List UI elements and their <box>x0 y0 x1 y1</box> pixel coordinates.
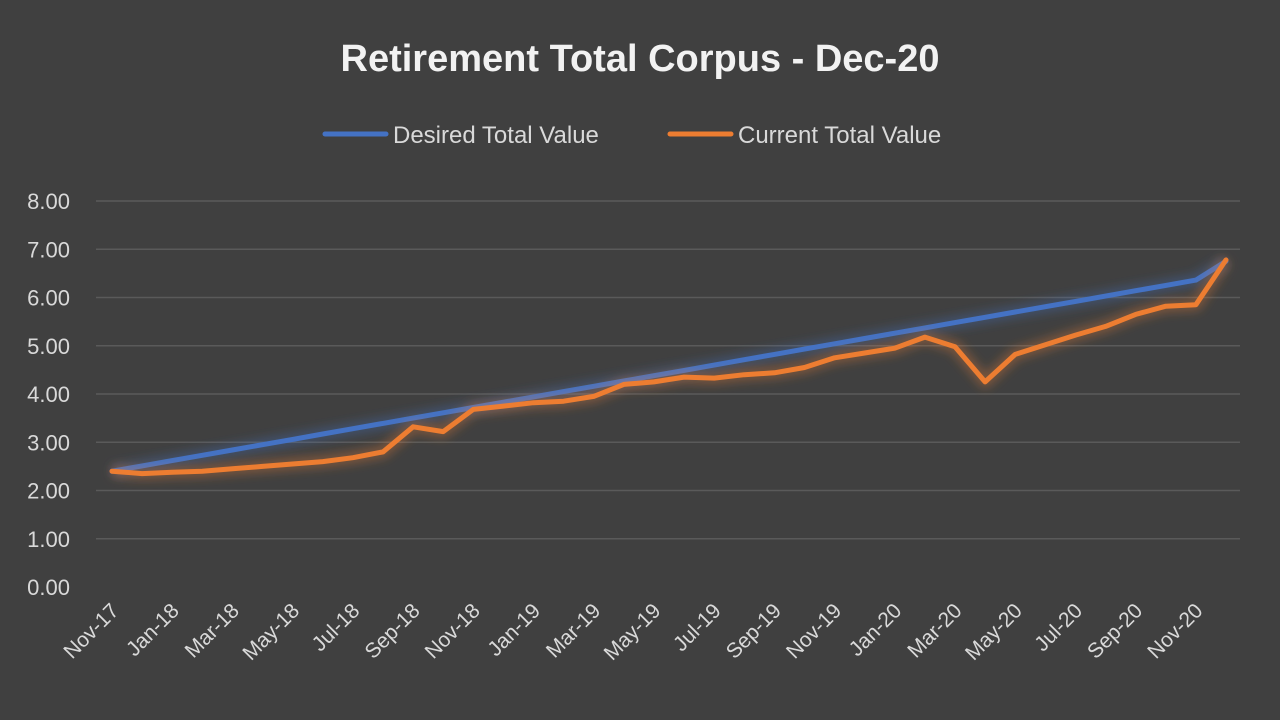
x-tick-label: Nov-17 <box>59 599 123 663</box>
legend-label-desired: Desired Total Value <box>393 122 599 149</box>
series-lines <box>109 256 1231 480</box>
y-tick-label: 8.00 <box>27 189 70 214</box>
y-tick-label: 3.00 <box>27 430 70 455</box>
x-tick-label: Nov-19 <box>782 599 846 663</box>
legend-label-current: Current Total Value <box>738 122 941 149</box>
x-tick-label: Sep-19 <box>722 599 786 663</box>
x-tick-label: Jan-18 <box>122 599 184 661</box>
x-tick-label: Jul-18 <box>308 599 365 656</box>
x-tick-label: Sep-18 <box>360 599 424 663</box>
x-tick-label: Mar-18 <box>181 599 244 662</box>
x-tick-label: Nov-20 <box>1143 599 1207 663</box>
y-tick-label: 4.00 <box>27 382 70 407</box>
x-tick-label: Jan-19 <box>483 599 545 661</box>
chart-title: Retirement Total Corpus - Dec-20 <box>341 38 940 80</box>
x-tick-label: Jul-20 <box>1030 599 1087 656</box>
x-tick-label: Mar-19 <box>542 599 605 662</box>
y-tick-label: 0.00 <box>27 575 70 600</box>
legend: Desired Total Value Current Total Value <box>322 122 941 149</box>
series-line-desired <box>109 258 1229 474</box>
x-tick-label: Jul-19 <box>669 599 726 656</box>
x-tick-label: Jan-20 <box>845 599 907 661</box>
y-tick-label: 7.00 <box>27 237 70 262</box>
x-tick-label: May-19 <box>600 599 666 665</box>
x-tick-label: May-20 <box>961 599 1027 665</box>
y-tick-label: 5.00 <box>27 334 70 359</box>
series-line-current <box>109 257 1229 477</box>
x-tick-label: Sep-20 <box>1083 599 1147 663</box>
y-tick-label: 1.00 <box>27 527 70 552</box>
y-axis-tick-labels: 0.00 1.00 2.00 3.00 4.00 5.00 6.00 7.00 8.00 <box>27 189 70 600</box>
x-tick-label: May-18 <box>238 599 304 665</box>
x-tick-label: Mar-20 <box>903 599 966 662</box>
y-tick-label: 6.00 <box>27 286 70 311</box>
y-tick-label: 2.00 <box>27 479 70 504</box>
x-tick-label: Nov-18 <box>421 599 485 663</box>
